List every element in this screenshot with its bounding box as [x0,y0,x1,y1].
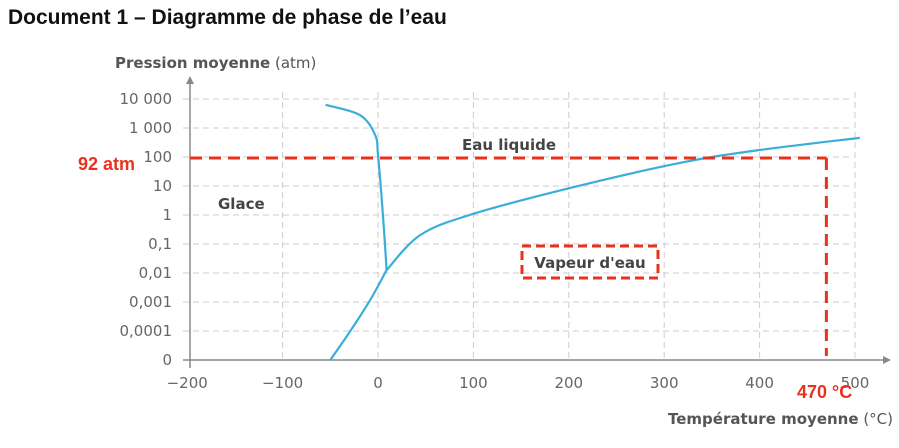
y-tick-label: 10 000 [120,90,173,108]
x-tick-label: −200 [167,374,208,392]
temperature-annotation-label: 470 °C [797,382,852,402]
region-label-vapour: Vapeur d'eau [534,254,645,272]
axes [183,76,891,368]
y-tick-label: 0,001 [129,293,172,311]
x-tick-label: 100 [459,374,488,392]
document-title: Document 1 – Diagramme de phase de l’eau [8,6,447,29]
x-axis-arrow [883,356,891,364]
y-axis-arrow [186,76,194,84]
x-tick-label: 0 [373,374,383,392]
y-tick-label: 0,0001 [120,322,173,340]
x-axis-title: Température moyenne (°C) [668,410,893,428]
region-label-liquid: Eau liquide [462,136,556,154]
region-label-ice: Glace [218,195,265,213]
y-tick-label: 0,1 [148,235,172,253]
y-tick-label: 1 000 [129,119,172,137]
y-axis-title: Pression moyenne (atm) [115,54,316,72]
x-tick-label: 300 [650,374,679,392]
y-tick-label: 10 [153,177,172,195]
y-tick-label: 0,01 [139,264,172,282]
x-tick-label: −100 [262,374,303,392]
grid [183,92,856,360]
melting-curve [325,103,388,271]
x-tick-label: 200 [554,374,583,392]
vaporization-curve [385,136,860,271]
x-tick-label: 500 [841,374,870,392]
y-tick-label: 1 [162,206,172,224]
y-tick-label: 100 [143,148,172,166]
y-tick-label: 0 [162,351,172,369]
sublimation-curve [329,269,388,361]
pressure-annotation-label: 92 atm [78,154,135,174]
x-tick-label: 400 [745,374,774,392]
